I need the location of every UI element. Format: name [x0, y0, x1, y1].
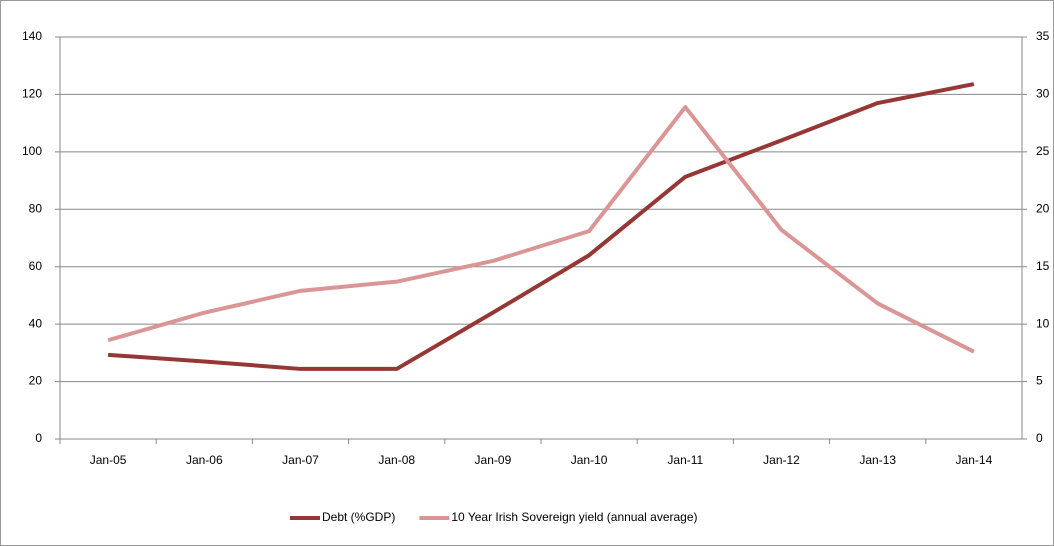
- y-tick-label: 140: [22, 29, 42, 43]
- y-tick-label: 20: [29, 374, 43, 388]
- y-tick-label: 120: [22, 87, 42, 101]
- y2-tick-label: 30: [1036, 87, 1050, 101]
- y-tick-label: 80: [29, 201, 43, 215]
- y2-tick-label: 15: [1036, 259, 1050, 273]
- y2-tick-label: 5: [1036, 374, 1043, 388]
- legend-label: Debt (%GDP): [322, 510, 395, 524]
- legend-label: 10 Year Irish Sovereign yield (annual av…: [451, 510, 697, 524]
- y-tick-label: 60: [29, 259, 43, 273]
- y2-tick-label: 10: [1036, 316, 1050, 330]
- x-tick-label: Jan-06: [186, 453, 223, 467]
- y-tick-label: 40: [29, 316, 43, 330]
- x-tick-label: Jan-14: [956, 453, 993, 467]
- x-tick-label: Jan-09: [475, 453, 512, 467]
- x-tick-label: Jan-08: [378, 453, 415, 467]
- x-tick-label: Jan-07: [282, 453, 319, 467]
- x-tick-label: Jan-10: [571, 453, 608, 467]
- y2-tick-label: 20: [1036, 201, 1050, 215]
- x-tick-label: Jan-12: [763, 453, 800, 467]
- series-line: [107, 82, 975, 371]
- y-tick-label: 100: [22, 144, 42, 158]
- series-line: [107, 105, 975, 354]
- x-tick-label: Jan-11: [667, 453, 703, 467]
- y-tick-label: 0: [35, 431, 42, 445]
- y2-tick-label: 0: [1036, 431, 1043, 445]
- x-tick-label: Jan-13: [859, 453, 896, 467]
- y2-tick-label: 35: [1036, 29, 1050, 43]
- x-tick-label: Jan-05: [90, 453, 127, 467]
- y2-tick-label: 25: [1036, 144, 1050, 158]
